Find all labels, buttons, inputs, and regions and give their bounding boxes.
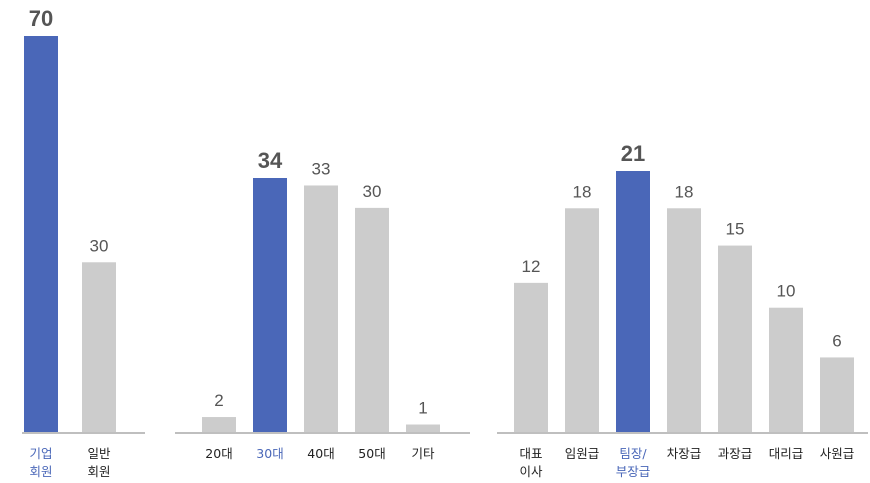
category-label: 과장급 (718, 446, 753, 461)
data-label: 12 (522, 257, 541, 276)
bar (82, 262, 116, 432)
category-label: 40대 (307, 446, 334, 461)
category-label: 기타 (411, 446, 435, 461)
bar (718, 245, 752, 432)
bar (253, 178, 287, 432)
category-label: 차장급 (667, 446, 702, 461)
data-label: 6 (832, 331, 841, 350)
category-label: 회원 (87, 464, 110, 479)
category-label: 30대 (256, 446, 283, 461)
bar (820, 357, 854, 432)
data-label: 15 (726, 220, 745, 239)
category-label: 부장급 (616, 464, 651, 479)
bar (769, 307, 803, 432)
bar (406, 424, 440, 432)
bar (667, 208, 701, 432)
data-label: 30 (90, 236, 109, 255)
category-label: 대리급 (769, 446, 804, 461)
category-label: 회원 (29, 464, 52, 479)
category-label: 팀장/ (619, 446, 647, 461)
data-label: 10 (777, 282, 796, 301)
chart-2: 2 20대 34 30대 33 40대 30 50대 1 기타 (175, 148, 470, 461)
bar (202, 417, 236, 432)
data-label: 1 (418, 399, 427, 418)
category-label: 50대 (358, 446, 385, 461)
data-label: 33 (312, 159, 331, 178)
data-label: 18 (573, 182, 592, 201)
category-label: 이사 (519, 464, 543, 479)
data-label: 2 (214, 391, 223, 410)
data-label: 30 (363, 182, 382, 201)
bar (514, 282, 548, 432)
data-label: 18 (675, 182, 694, 201)
bar (616, 171, 650, 432)
category-label: 대표 (519, 446, 542, 461)
bar (565, 208, 599, 432)
category-label: 사원급 (820, 446, 855, 461)
data-label: 34 (258, 148, 283, 173)
data-label: 70 (29, 6, 53, 31)
data-label: 21 (621, 141, 645, 166)
bar (304, 185, 338, 432)
category-label: 임원급 (565, 446, 600, 461)
category-label: 20대 (205, 446, 232, 461)
category-label: 일반 (87, 446, 111, 461)
bar (355, 207, 389, 432)
category-label: 기업 (29, 446, 52, 461)
bar (24, 36, 58, 432)
